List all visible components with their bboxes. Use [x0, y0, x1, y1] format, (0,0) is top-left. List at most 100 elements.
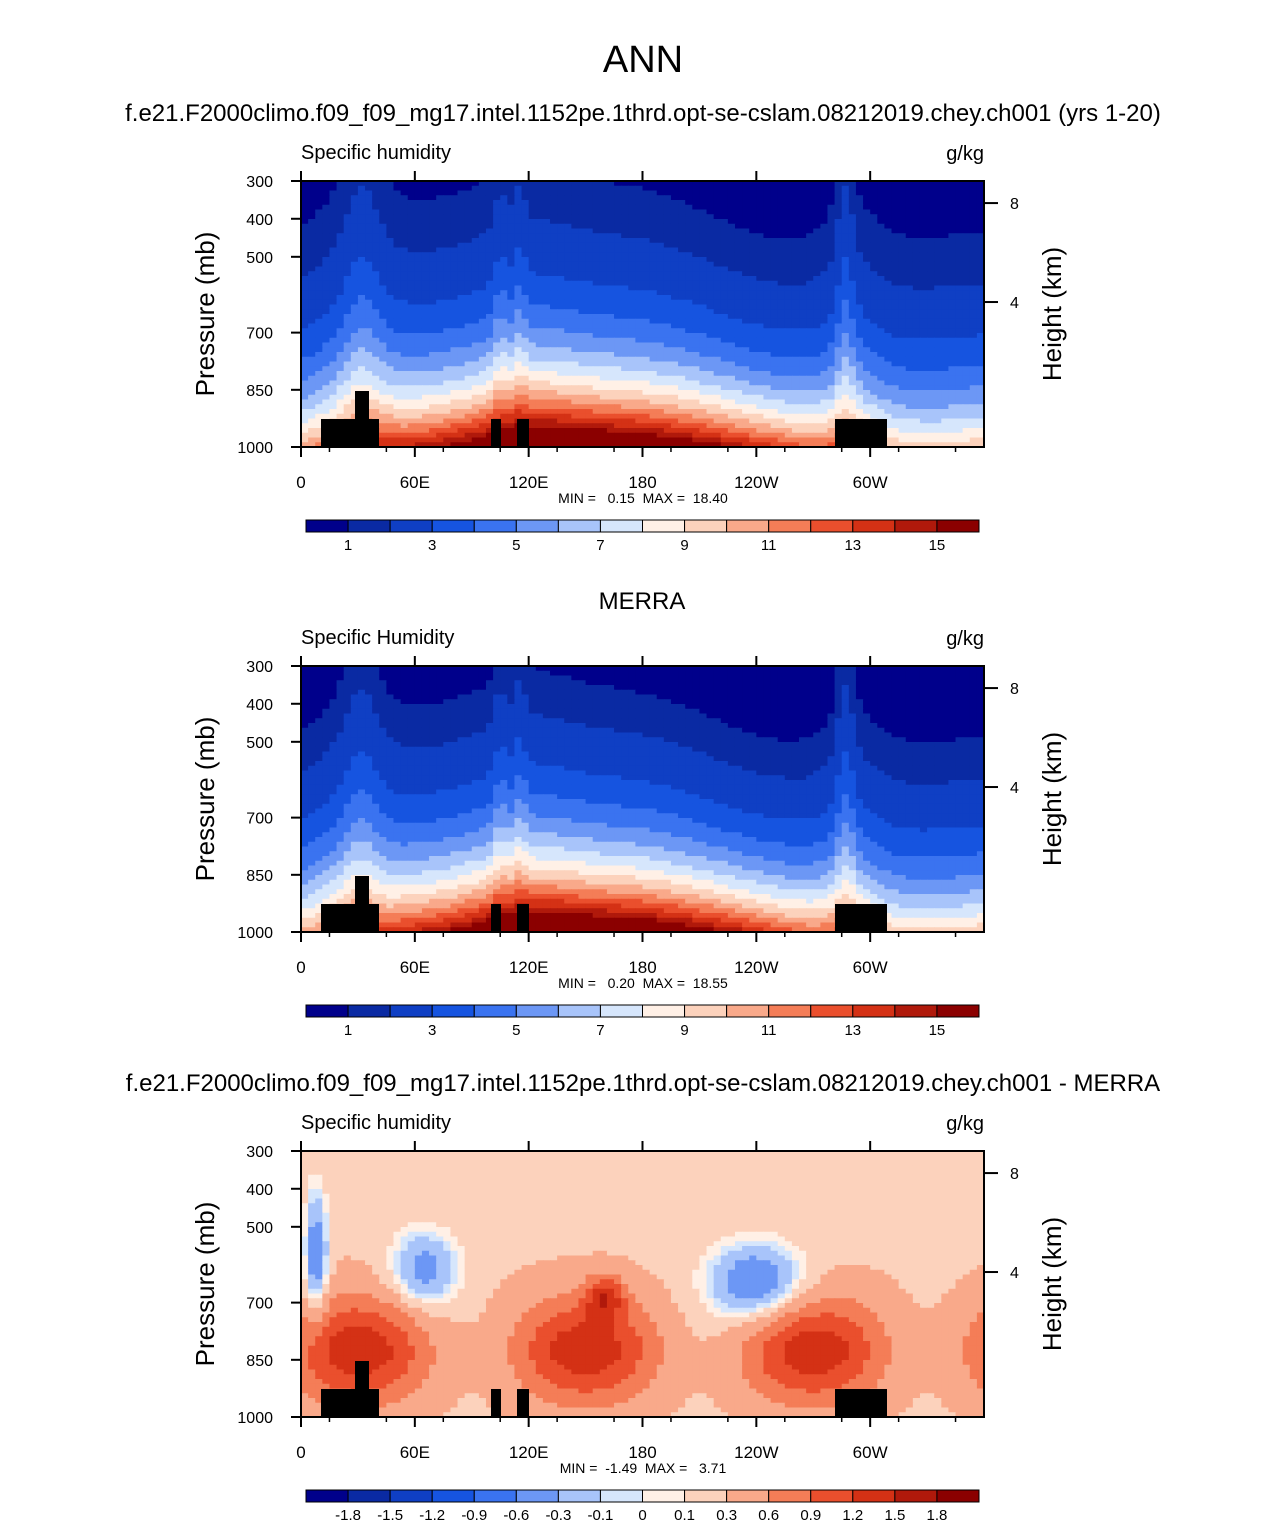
heatmap-cell: [372, 413, 380, 420]
heatmap-cell: [493, 295, 501, 301]
heatmap-cell: [948, 423, 957, 429]
heatmap-cell: [336, 337, 345, 344]
heatmap-cell: [919, 413, 928, 420]
heatmap-cell: [706, 404, 715, 410]
heatmap-cell: [507, 204, 516, 211]
heatmap-cell: [528, 252, 537, 258]
heatmap-cell: [692, 361, 701, 367]
heatmap-cell: [407, 257, 416, 263]
heatmap-cell: [436, 385, 444, 391]
heatmap-cell: [806, 261, 814, 268]
heatmap-cell: [336, 352, 345, 358]
heatmap-cell: [628, 333, 636, 339]
heatmap-cell: [372, 309, 380, 315]
heatmap-cell: [429, 266, 437, 272]
heatmap-cell: [692, 200, 701, 206]
heatmap-cell: [457, 385, 466, 391]
heatmap-cell: [315, 185, 323, 192]
heatmap-cell: [756, 228, 765, 234]
heatmap-cell: [777, 242, 786, 249]
heatmap-cell: [436, 209, 444, 215]
heatmap-cell: [734, 342, 743, 348]
heatmap-cell: [571, 409, 580, 415]
heatmap-cell: [649, 371, 658, 377]
heatmap-cell: [713, 276, 722, 282]
heatmap-cell: [514, 318, 523, 325]
heatmap-cell: [571, 290, 580, 296]
heatmap-cell: [955, 271, 964, 277]
heatmap-cell: [386, 337, 395, 344]
heatmap-cell: [948, 299, 957, 306]
heatmap-cell: [386, 342, 395, 348]
heatmap-cell: [599, 423, 608, 429]
heatmap-cell: [927, 195, 935, 201]
heatmap-cell: [528, 328, 537, 334]
heatmap-cell: [948, 347, 957, 353]
heatmap-cell: [443, 299, 451, 306]
heatmap-cell: [756, 195, 765, 201]
heatmap-cell: [450, 404, 459, 410]
heatmap-cell: [329, 290, 338, 296]
heatmap-cell: [365, 290, 373, 296]
heatmap-cell: [969, 409, 978, 415]
heatmap-cell: [521, 404, 530, 410]
heatmap-cell: [493, 409, 501, 415]
heatmap-cell: [720, 318, 729, 325]
heatmap-cell: [500, 290, 508, 296]
heatmap-cell: [720, 242, 729, 249]
heatmap-cell: [734, 190, 743, 196]
heatmap-cell: [535, 276, 544, 282]
heatmap-cell: [784, 333, 793, 339]
heatmap-cell: [969, 375, 978, 382]
heatmap-cell: [763, 404, 772, 410]
heatmap-cell: [528, 323, 537, 329]
heatmap-cell: [635, 385, 644, 391]
heatmap-cell: [606, 366, 615, 372]
heatmap-cell: [336, 252, 345, 258]
heatmap-cell: [898, 228, 907, 234]
heatmap-cell: [621, 252, 629, 258]
heatmap-cell: [841, 361, 850, 367]
heatmap-cell: [507, 366, 516, 372]
heatmap-cell: [948, 328, 957, 334]
heatmap-cell: [927, 318, 935, 325]
heatmap-cell: [649, 252, 658, 258]
heatmap-cell: [485, 257, 494, 263]
heatmap-cell: [891, 404, 900, 410]
heatmap-cell: [592, 261, 601, 268]
heatmap-cell: [927, 247, 935, 253]
heatmap-cell: [357, 290, 366, 296]
heatmap-cell: [457, 394, 466, 401]
heatmap-cell: [763, 195, 772, 201]
heatmap-cell: [471, 309, 480, 315]
heatmap-cell: [429, 223, 437, 230]
heatmap-cell: [763, 252, 772, 258]
heatmap-cell: [592, 309, 601, 315]
heatmap-cell: [436, 214, 444, 220]
heatmap-cell: [535, 375, 544, 382]
heatmap-cell: [791, 271, 800, 277]
heatmap-cell: [592, 290, 601, 296]
heatmap-cell: [521, 219, 530, 225]
heatmap-cell: [493, 195, 501, 201]
heatmap-cell: [734, 409, 743, 415]
heatmap-cell: [692, 314, 701, 320]
heatmap-cell: [656, 285, 665, 291]
heatmap-cell: [763, 280, 772, 287]
heatmap-cell: [734, 223, 743, 230]
heatmap-cell: [485, 195, 494, 201]
heatmap-cell: [628, 271, 636, 277]
heatmap-cell: [578, 257, 587, 263]
heatmap-cell: [841, 233, 850, 239]
heatmap-cell: [813, 195, 821, 201]
heatmap-cell: [485, 185, 494, 192]
heatmap-cell: [848, 337, 857, 344]
heatmap-cell: [400, 304, 409, 310]
heatmap-cell: [642, 233, 651, 239]
heatmap-cell: [806, 195, 814, 201]
heatmap-cell: [969, 252, 978, 258]
heatmap-cell: [308, 285, 316, 291]
heatmap-cell: [507, 271, 516, 277]
heatmap-cell: [521, 352, 530, 358]
heatmap-cell: [478, 195, 487, 201]
